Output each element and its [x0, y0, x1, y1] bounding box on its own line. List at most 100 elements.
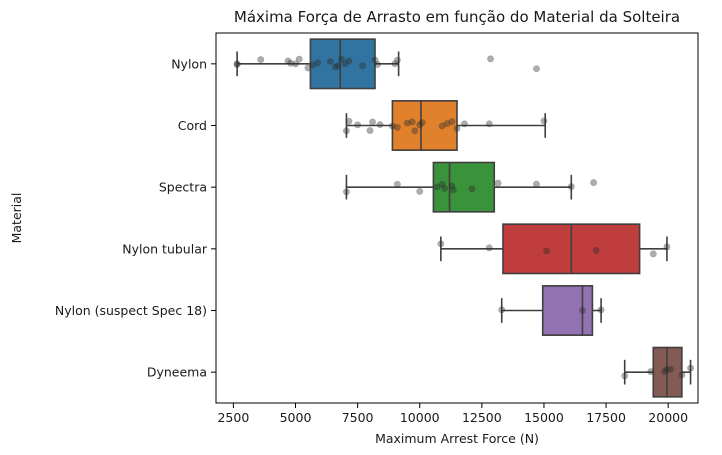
strip-point — [437, 240, 445, 248]
strip-point — [411, 127, 419, 135]
strip-point — [331, 63, 339, 71]
strip-point — [403, 119, 411, 127]
strip-point — [371, 56, 379, 64]
strip-point — [597, 306, 605, 314]
strip-point — [542, 247, 550, 255]
box-iqr — [541, 285, 594, 336]
y-tick-label: Nylon — [171, 56, 207, 71]
y-axis-title: Material — [9, 193, 24, 244]
strip-point — [663, 243, 671, 251]
strip-point — [460, 120, 468, 128]
strip-point — [388, 122, 396, 130]
x-tick-label: 12500 — [462, 410, 502, 425]
y-tick-label: Nylon (suspect Spec 18) — [55, 303, 207, 318]
strip-point — [433, 183, 441, 191]
box-iqr — [432, 161, 496, 213]
x-tick-label: 15000 — [524, 410, 564, 425]
strip-point — [448, 182, 456, 190]
strip-point — [393, 180, 401, 188]
box-iqr — [309, 38, 376, 90]
strip-point — [498, 306, 506, 314]
y-tick-label: Nylon tubular — [122, 241, 208, 256]
x-tick-label: 10000 — [400, 410, 440, 425]
box-group-3 — [345, 161, 573, 213]
strip-point — [487, 55, 495, 63]
strip-point — [540, 117, 548, 125]
strip-point — [369, 118, 377, 126]
strip-point — [233, 60, 241, 68]
y-tick-label: Spectra — [159, 180, 207, 195]
strip-point — [342, 188, 350, 196]
strip-point — [592, 246, 600, 254]
strip-point — [337, 55, 345, 63]
strip-point — [533, 180, 541, 188]
strip-point — [449, 186, 457, 194]
strip-point — [345, 117, 353, 125]
strip-point — [359, 62, 367, 70]
strip-point — [649, 250, 657, 258]
x-tick-label: 5000 — [280, 410, 312, 425]
x-tick-label: 20000 — [648, 410, 688, 425]
strip-point — [391, 60, 399, 68]
strip-point — [416, 121, 424, 129]
x-tick-label: 2500 — [217, 410, 249, 425]
strip-point — [393, 56, 401, 64]
strip-point — [448, 118, 456, 126]
axes-frame — [215, 32, 699, 404]
strip-point — [660, 367, 668, 375]
strip-point — [257, 56, 265, 64]
strip-point — [590, 179, 598, 187]
strip-point — [341, 60, 349, 68]
box-group-4 — [440, 223, 668, 275]
strip-point — [485, 244, 493, 252]
strip-point — [418, 119, 426, 127]
strip-point — [453, 125, 461, 133]
box-group-6 — [623, 346, 692, 398]
strip-point — [366, 127, 374, 135]
strip-point — [441, 184, 449, 192]
axes: 2500 5000 7500 10000 12500 15000 17500 20000 Nyl… — [55, 32, 699, 425]
strip-point — [376, 121, 384, 129]
strip-point — [345, 57, 353, 65]
strip-point — [468, 185, 476, 193]
box-group-5 — [500, 285, 602, 336]
strip-point — [533, 65, 541, 73]
strip-point — [314, 59, 322, 67]
box-group-1 — [236, 38, 400, 90]
strip-point — [578, 306, 586, 314]
strip-point — [408, 118, 416, 126]
box-group-2 — [345, 100, 547, 151]
x-tick-label: 7500 — [342, 410, 374, 425]
strip-point — [342, 127, 350, 135]
strip-point — [326, 57, 334, 65]
y-tick-label: Cord — [178, 118, 207, 133]
x-axis-title: Maximum Arrest Force (N) — [375, 431, 539, 446]
strip-point — [663, 366, 671, 374]
strip-point — [667, 365, 675, 373]
strip-point — [647, 368, 655, 376]
strip-point — [373, 61, 381, 69]
y-tick-label: Dyneema — [147, 365, 207, 380]
strip-point — [292, 60, 300, 68]
strip-point — [438, 122, 446, 130]
strip-point — [621, 372, 629, 380]
plot-area — [233, 38, 695, 398]
strip-point — [416, 187, 424, 195]
strip-point — [567, 183, 575, 191]
x-tick-label: 17500 — [586, 410, 626, 425]
strip-point — [393, 123, 401, 131]
strip-point — [443, 120, 451, 128]
strip-point — [295, 55, 303, 63]
strip-point — [494, 179, 502, 187]
strip-point — [287, 59, 295, 67]
box-iqr — [391, 100, 458, 151]
strip-point — [233, 61, 241, 69]
strip-point — [309, 61, 317, 69]
strip-point — [678, 371, 686, 379]
strip-point — [304, 64, 312, 72]
chart-title: Máxima Força de Arrasto em função do Mat… — [234, 8, 680, 26]
strip-point — [438, 180, 446, 188]
strip-point — [354, 121, 362, 129]
strip-point — [334, 62, 342, 70]
strip-point — [485, 120, 493, 128]
